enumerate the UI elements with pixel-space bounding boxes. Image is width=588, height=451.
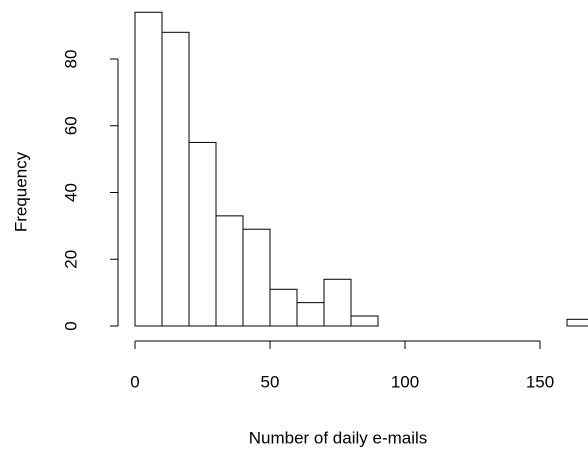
y-axis-label: Frequency bbox=[11, 151, 30, 232]
bar bbox=[188, 141, 217, 327]
x-axis-label: Number of daily e-mails bbox=[249, 428, 428, 447]
y-tick-label: 40 bbox=[61, 183, 80, 202]
y-tick-label: 80 bbox=[61, 50, 80, 69]
x-tick-label: 0 bbox=[130, 372, 139, 391]
bar bbox=[296, 302, 325, 327]
y-tick-label: 20 bbox=[61, 250, 80, 269]
y-tick-label: 60 bbox=[61, 116, 80, 135]
x-tick-label: 150 bbox=[526, 372, 554, 391]
bar bbox=[566, 318, 588, 327]
bar bbox=[323, 278, 352, 327]
bar bbox=[350, 315, 379, 327]
x-tick-label: 50 bbox=[261, 372, 280, 391]
bar bbox=[134, 11, 163, 327]
bar bbox=[242, 228, 271, 327]
bar bbox=[269, 288, 298, 327]
y-tick-label: 0 bbox=[61, 321, 80, 330]
bar bbox=[161, 31, 190, 327]
bar bbox=[215, 215, 244, 327]
x-tick-label: 100 bbox=[391, 372, 419, 391]
